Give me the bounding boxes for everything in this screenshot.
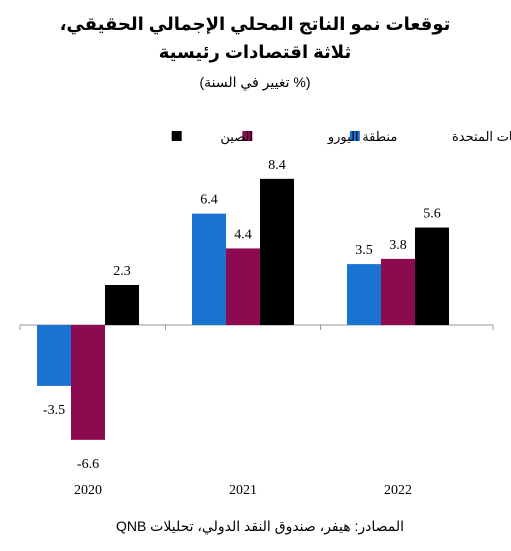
category-label-2020: 2020: [74, 483, 102, 498]
data-label-2021-series-1: 4.4: [234, 227, 252, 242]
bar-2021-series-0: [192, 213, 226, 325]
data-label-2021-series-2: 8.4: [268, 158, 286, 173]
bar-2020-series-0: [37, 325, 71, 386]
legend-label-1: منطقة اليورو: [327, 129, 397, 145]
legend-swatch-0: [349, 131, 360, 141]
chart-source: المصادر: هيفر، صندوق النقد الدولي، تحليل…: [116, 518, 404, 535]
bar-2022-series-2: [415, 227, 449, 325]
data-label-2020-series-1: -6.6: [77, 457, 99, 472]
category-label-2022: 2022: [384, 483, 412, 498]
bar-2021-series-2: [260, 178, 294, 325]
bar-2022-series-1: [381, 258, 415, 325]
chart-subtitle: (% تغيير في السنة): [199, 74, 310, 91]
bar-2022-series-0: [347, 264, 381, 325]
legend-swatch-2: [171, 131, 182, 141]
data-label-2021-series-0: 6.4: [200, 193, 218, 208]
category-label-2021: 2021: [229, 483, 257, 498]
chart-legend: الولايات المتحدة منطقة اليورو الصين: [171, 129, 511, 145]
plot-area: -3.5 -6.6 2.3 2020 6.4 4.4 8.4 2021 3.5 3.8 5.6 202…: [19, 158, 494, 498]
data-label-2020-series-0: -3.5: [43, 403, 65, 418]
bar-2021-series-1: [226, 248, 260, 325]
legend-swatch-1: [242, 131, 253, 141]
data-label-2022-series-1: 3.8: [389, 238, 407, 253]
data-label-2022-series-0: 3.5: [355, 243, 373, 258]
legend-label-2: الصين: [220, 129, 253, 145]
bar-2020-series-2: [105, 284, 139, 325]
data-label-2022-series-2: 5.6: [423, 207, 441, 222]
legend-label-0: الولايات المتحدة: [452, 129, 511, 145]
bar-2020-series-1: [71, 325, 105, 440]
data-label-2020-series-2: 2.3: [113, 264, 131, 279]
chart-title-line1: توقعات نمو الناتج المحلي الإجمالي الحقيق…: [60, 14, 451, 35]
chart-title-line2: ثلاثة اقتصادات رئيسية: [159, 42, 351, 62]
